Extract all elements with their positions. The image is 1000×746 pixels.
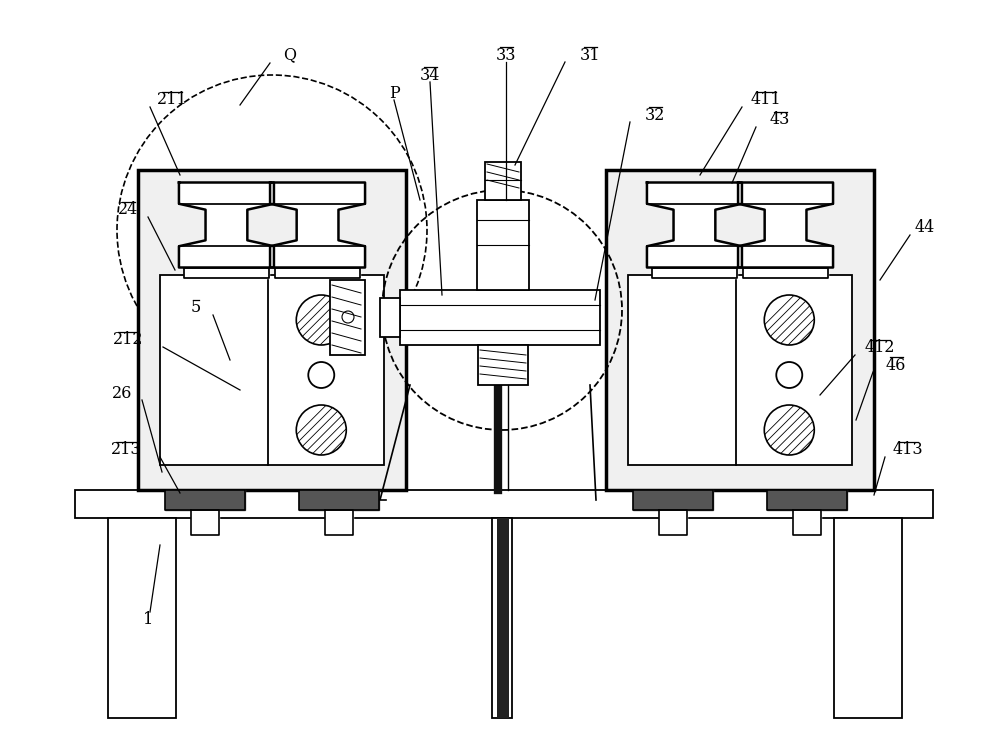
Bar — [160, 275, 384, 465]
Text: 212: 212 — [113, 331, 143, 348]
Text: 33: 33 — [496, 46, 516, 63]
Text: Q: Q — [284, 46, 296, 63]
Polygon shape — [659, 510, 687, 535]
Polygon shape — [275, 268, 360, 278]
Circle shape — [764, 295, 814, 345]
Text: 26: 26 — [112, 384, 132, 401]
Bar — [606, 170, 874, 490]
Polygon shape — [270, 183, 365, 268]
Bar — [478, 345, 528, 385]
Bar — [200, 490, 210, 498]
Bar — [492, 518, 512, 718]
Circle shape — [764, 405, 814, 455]
Bar — [668, 490, 678, 498]
Polygon shape — [738, 183, 833, 268]
Bar — [330, 280, 365, 355]
Polygon shape — [633, 490, 713, 510]
Polygon shape — [647, 183, 742, 268]
Bar — [380, 298, 400, 337]
Circle shape — [296, 405, 346, 455]
Text: P: P — [389, 84, 399, 101]
Polygon shape — [325, 510, 353, 535]
Text: 31: 31 — [580, 46, 600, 63]
Circle shape — [296, 295, 346, 345]
Text: 44: 44 — [915, 219, 935, 236]
Polygon shape — [191, 510, 219, 535]
Text: 43: 43 — [770, 111, 790, 128]
Polygon shape — [184, 268, 269, 278]
Bar — [485, 162, 521, 200]
Polygon shape — [793, 510, 821, 535]
Bar — [108, 518, 176, 718]
Text: 34: 34 — [420, 66, 440, 84]
Bar — [497, 518, 509, 718]
Polygon shape — [179, 183, 274, 268]
Bar — [834, 518, 902, 718]
Bar — [138, 170, 406, 490]
Text: 412: 412 — [865, 339, 895, 357]
Text: 1: 1 — [143, 612, 153, 628]
Bar — [477, 200, 529, 290]
Polygon shape — [299, 490, 379, 510]
Text: 5: 5 — [191, 299, 201, 316]
Text: 32: 32 — [645, 107, 665, 124]
Text: 24: 24 — [118, 201, 138, 219]
Text: 46: 46 — [886, 357, 906, 374]
Polygon shape — [767, 490, 847, 510]
Text: 413: 413 — [893, 442, 923, 459]
Bar — [628, 275, 852, 465]
Polygon shape — [743, 268, 828, 278]
Polygon shape — [652, 268, 737, 278]
Text: 411: 411 — [751, 92, 781, 108]
Bar — [75, 490, 933, 518]
Text: 213: 213 — [111, 442, 141, 459]
Bar — [400, 290, 600, 345]
Polygon shape — [165, 490, 245, 510]
Text: 211: 211 — [157, 92, 187, 108]
